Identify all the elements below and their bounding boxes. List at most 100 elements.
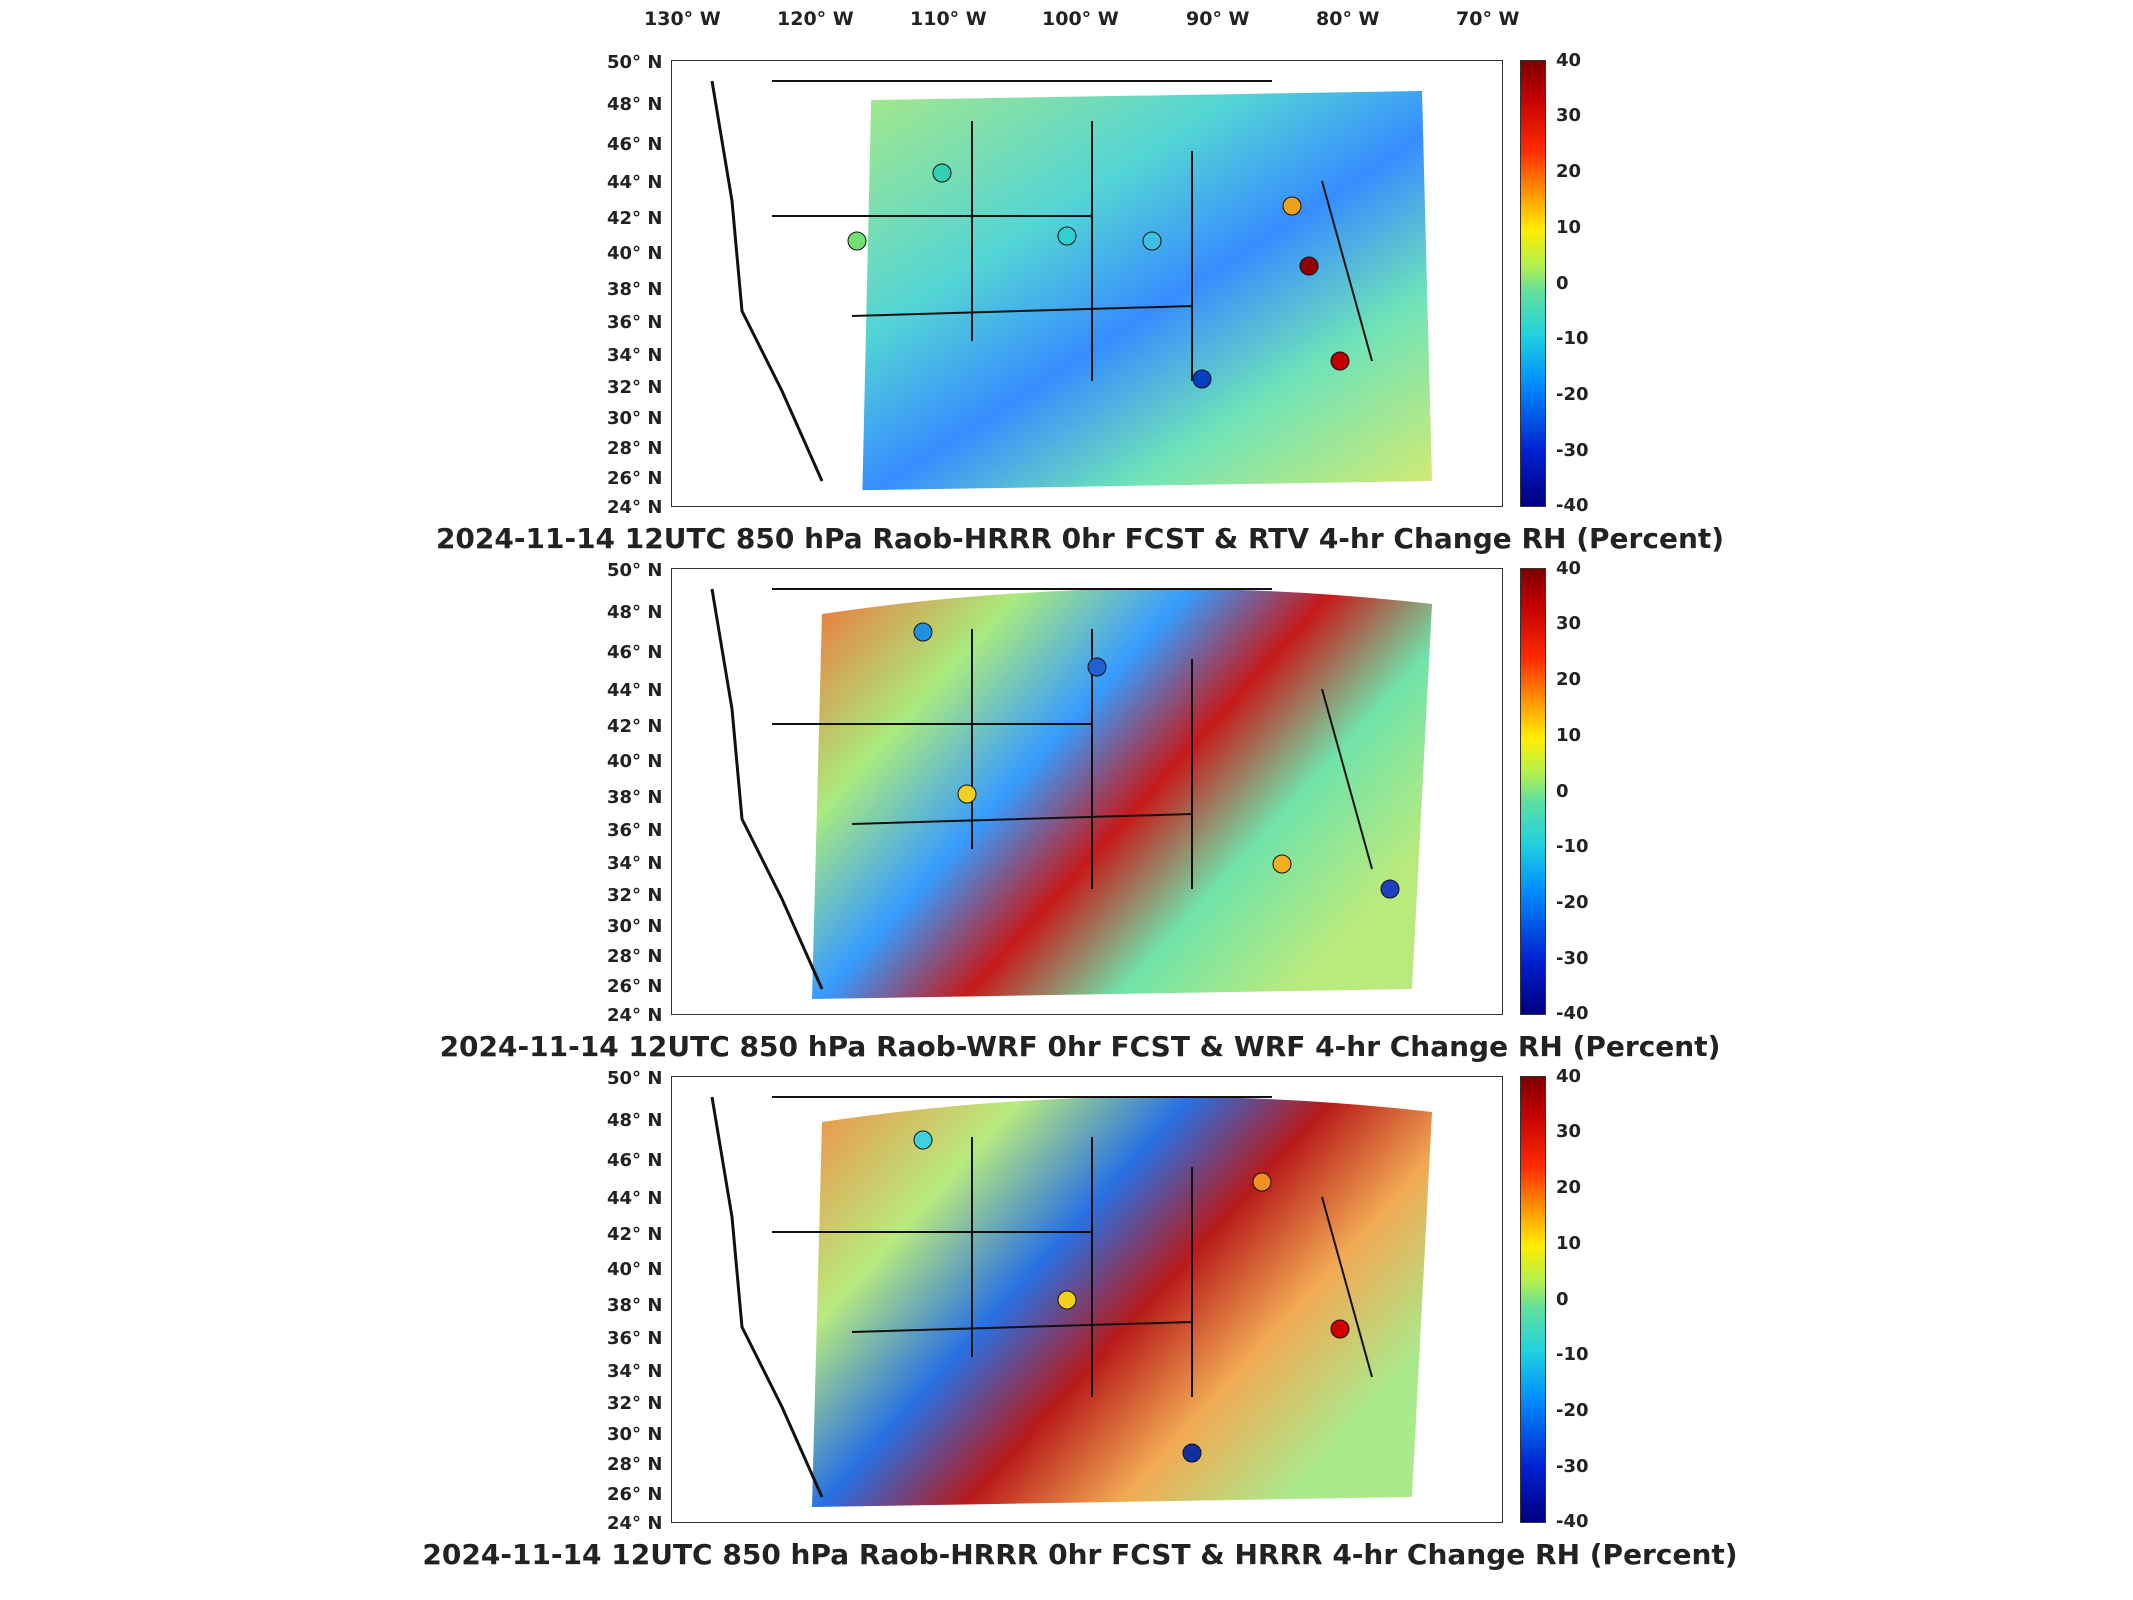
lat-label: 32° N: [607, 377, 663, 398]
station-marker: [1087, 657, 1107, 677]
station-marker: [957, 784, 977, 804]
lat-label: 26° N: [607, 976, 663, 997]
lat-label: 32° N: [607, 1393, 663, 1414]
lat-label: 44° N: [607, 172, 663, 193]
lon-label-90w: 90° W: [1186, 8, 1250, 30]
panel-title: 2024-11-14 12UTC 850 hPa Raob-WRF 0hr FC…: [439, 1030, 1721, 1063]
colorbar-tick: -30: [1556, 1456, 1589, 1477]
lat-label: 44° N: [607, 1188, 663, 1209]
colorbar-tick: -40: [1556, 1003, 1589, 1024]
lon-label-120w: 120° W: [777, 8, 854, 30]
lat-label: 38° N: [607, 787, 663, 808]
colorbar-tick: 20: [1556, 1177, 1582, 1198]
west-coastline: [710, 588, 824, 990]
lat-label: 48° N: [607, 602, 663, 623]
rh-map: [671, 60, 1503, 507]
lat-label: 46° N: [607, 1150, 663, 1171]
station-marker: [913, 622, 933, 642]
station-marker: [1142, 231, 1162, 251]
lat-label: 48° N: [607, 1110, 663, 1131]
lon-label-100w: 100° W: [1042, 8, 1119, 30]
rh-map: [671, 1076, 1503, 1523]
lat-label: 50° N: [607, 560, 663, 581]
lat-label: 28° N: [607, 438, 663, 459]
colorbar-tick: 0: [1556, 781, 1569, 802]
model-domain-field: [812, 1096, 1432, 1507]
station-marker: [1192, 369, 1212, 389]
colorbar-tick: -30: [1556, 440, 1589, 461]
lat-label: 40° N: [607, 1259, 663, 1280]
rh-field-svg: [710, 588, 1432, 999]
station-marker: [1330, 1319, 1350, 1339]
colorbar-tick: -10: [1556, 1344, 1589, 1365]
rh-map: [671, 568, 1503, 1015]
state-borders: [772, 1096, 1373, 1397]
colorbar: [1520, 1076, 1546, 1523]
lat-label: 24° N: [607, 497, 663, 518]
station-marker: [1380, 879, 1400, 899]
raob-stations: [847, 163, 1350, 389]
rh-field-svg: [672, 61, 1432, 506]
raob-stations: [913, 622, 1400, 899]
colorbar-tick: 30: [1556, 613, 1582, 634]
lat-label: 46° N: [607, 134, 663, 155]
lat-label: 50° N: [607, 1068, 663, 1089]
station-marker: [1057, 226, 1077, 246]
lat-label: 48° N: [607, 94, 663, 115]
lat-label: 32° N: [607, 885, 663, 906]
lat-label: 24° N: [607, 1513, 663, 1534]
station-marker: [913, 1130, 933, 1150]
colorbar-tick: 30: [1556, 1121, 1582, 1142]
colorbar-tick: -20: [1556, 892, 1589, 913]
panel-title: 2024-11-14 12UTC 850 hPa Raob-HRRR 0hr F…: [422, 1538, 1738, 1571]
lat-label: 42° N: [607, 716, 663, 737]
colorbar: [1520, 60, 1546, 507]
station-marker: [1057, 1290, 1077, 1310]
lat-label: 34° N: [607, 345, 663, 366]
lat-label: 44° N: [607, 680, 663, 701]
colorbar-tick: -10: [1556, 836, 1589, 857]
state-borders: [772, 588, 1373, 889]
lat-label: 36° N: [607, 820, 663, 841]
lat-label: 34° N: [607, 1361, 663, 1382]
station-marker: [932, 163, 952, 183]
lat-label: 42° N: [607, 208, 663, 229]
station-marker: [847, 231, 867, 251]
state-borders: [772, 80, 1373, 381]
colorbar-tick: -20: [1556, 1400, 1589, 1421]
colorbar-tick: 10: [1556, 725, 1582, 746]
station-marker: [1182, 1443, 1202, 1463]
colorbar-tick: 0: [1556, 273, 1569, 294]
colorbar-tick: -40: [1556, 495, 1589, 516]
station-marker: [1272, 854, 1292, 874]
model-domain-field: [812, 91, 1432, 491]
lat-label: 30° N: [607, 1424, 663, 1445]
lat-label: 40° N: [607, 751, 663, 772]
lat-label: 28° N: [607, 946, 663, 967]
colorbar-tick: 10: [1556, 217, 1582, 238]
lat-label: 40° N: [607, 243, 663, 264]
lat-label: 36° N: [607, 1328, 663, 1349]
lat-label: 28° N: [607, 1454, 663, 1475]
lat-label: 26° N: [607, 468, 663, 489]
lat-label: 42° N: [607, 1224, 663, 1245]
colorbar-tick: 40: [1556, 558, 1582, 579]
lon-label-110w: 110° W: [910, 8, 987, 30]
colorbar-tick: -30: [1556, 948, 1589, 969]
lat-label: 24° N: [607, 1005, 663, 1026]
lon-label-80w: 80° W: [1316, 8, 1380, 30]
colorbar-tick: 30: [1556, 105, 1582, 126]
lon-label-130w: 130° W: [644, 8, 721, 30]
colorbar-tick: -40: [1556, 1511, 1589, 1532]
west-coastline: [710, 80, 824, 482]
lat-label: 30° N: [607, 916, 663, 937]
panel-title: 2024-11-14 12UTC 850 hPa Raob-HRRR 0hr F…: [435, 522, 1725, 555]
rh-field-svg: [710, 1096, 1432, 1507]
colorbar: [1520, 568, 1546, 1015]
colorbar-tick: 0: [1556, 1289, 1569, 1310]
western-blank: [672, 61, 872, 506]
colorbar-tick: -10: [1556, 328, 1589, 349]
lon-label-70w: 70° W: [1456, 8, 1520, 30]
lat-label: 46° N: [607, 642, 663, 663]
model-domain-field: [812, 588, 1432, 999]
